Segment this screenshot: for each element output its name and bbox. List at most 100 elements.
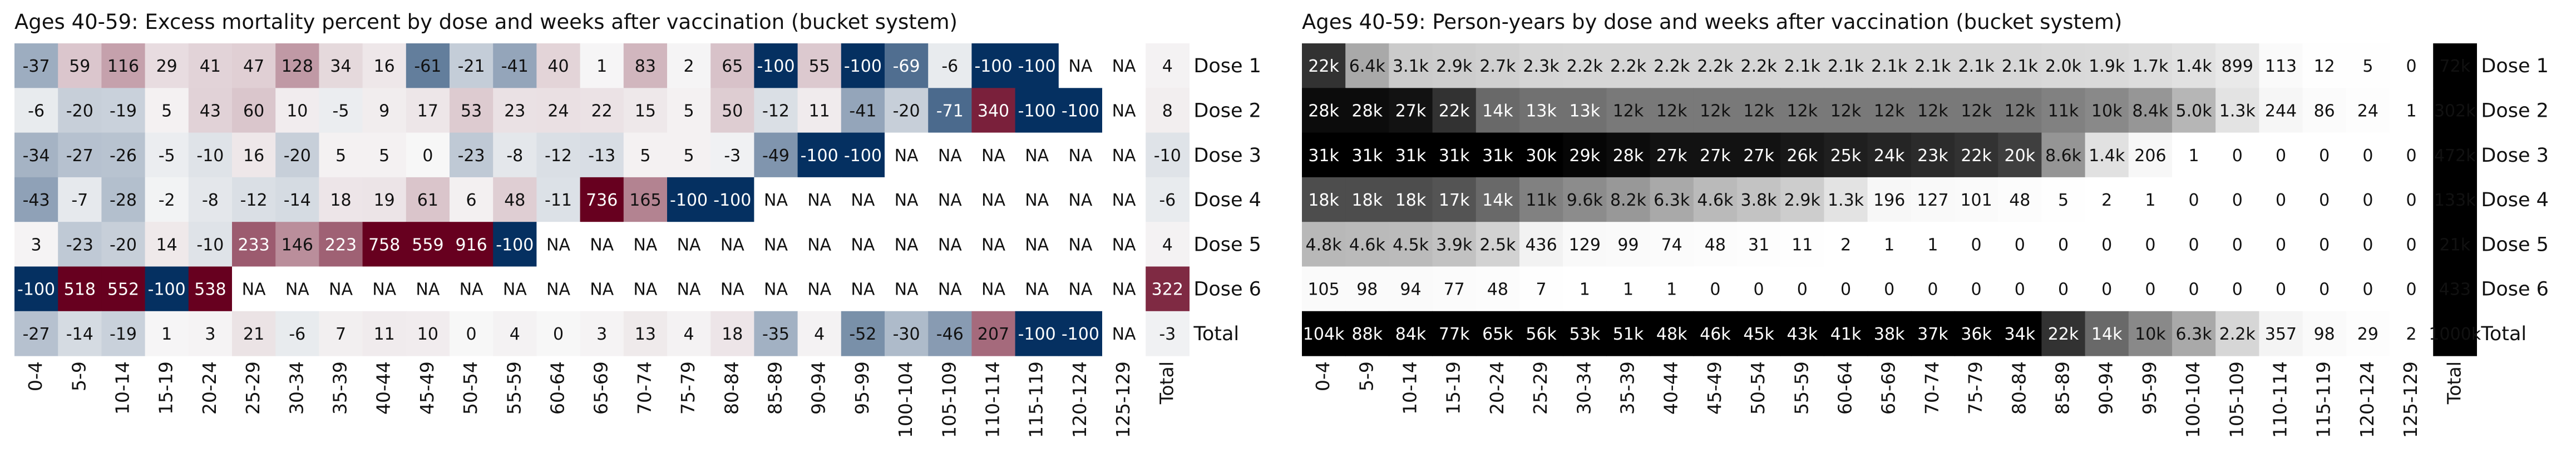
- heatmap-cell-label: NA: [329, 280, 353, 300]
- heatmap-cell: [362, 266, 407, 312]
- heatmap-cell: [885, 222, 929, 267]
- heatmap-cell-label: 3: [596, 325, 607, 344]
- heatmap-cell-label: NA: [981, 191, 1005, 210]
- heatmap-cell: [1102, 177, 1146, 222]
- column-label: Total: [1156, 361, 1177, 405]
- heatmap-cell: [58, 43, 102, 88]
- heatmap-cell: [1780, 43, 1824, 88]
- column-label: 25-29: [242, 361, 264, 415]
- heatmap-cell: [275, 222, 319, 267]
- heatmap-cell: [1955, 222, 1998, 267]
- heatmap-cell-label: -8: [202, 191, 219, 210]
- column-label: 115-119: [2313, 361, 2335, 438]
- heatmap-cell-label: -20: [110, 235, 137, 255]
- heatmap-cell-label: -100: [713, 191, 751, 210]
- heatmap-cell-label: NA: [1068, 280, 1092, 300]
- heatmap-cell: [1780, 222, 1824, 267]
- heatmap-cell: [145, 266, 189, 312]
- heatmap-cell: [2346, 88, 2390, 133]
- heatmap-cell-label: 83: [635, 57, 656, 76]
- heatmap-cell-label: NA: [981, 235, 1005, 255]
- heatmap-cell: [2433, 311, 2477, 356]
- heatmap-cell: [1058, 88, 1103, 133]
- heatmap-cell-label: 8: [1162, 101, 1173, 121]
- heatmap-cell: [362, 88, 407, 133]
- heatmap-cell: [971, 266, 1016, 312]
- heatmap-cell-label: 1: [2406, 101, 2417, 121]
- heatmap-cell-label: 6.3k: [1654, 191, 1690, 210]
- heatmap-cell: [841, 132, 885, 178]
- heatmap-cell: [623, 88, 668, 133]
- heatmap-cell-label: 98: [1356, 280, 1378, 300]
- heatmap-cell-label: -100: [148, 280, 186, 300]
- heatmap-cell: [1650, 43, 1694, 88]
- heatmap-cell-label: 10: [287, 101, 308, 121]
- heatmap-cell-label: -26: [110, 146, 137, 166]
- heatmap-cell-label: NA: [895, 191, 919, 210]
- heatmap-cell: [754, 177, 798, 222]
- column-label: 115-119: [1025, 361, 1047, 438]
- heatmap-cell: [450, 266, 494, 312]
- heatmap-cell-label: 2.2k: [2219, 325, 2256, 344]
- heatmap-cell-label: 302k: [2434, 101, 2476, 121]
- heatmap-cell-label: 12k: [2005, 101, 2036, 121]
- heatmap-cell-label: 16: [374, 57, 395, 76]
- heatmap-cell: [2390, 177, 2434, 222]
- heatmap-cell: [1693, 266, 1738, 312]
- heatmap-cell: [1475, 311, 1520, 356]
- heatmap-cell: [1563, 88, 1607, 133]
- heatmap-cell: [1102, 88, 1146, 133]
- heatmap-cell: [536, 311, 581, 356]
- heatmap-cell: [406, 177, 450, 222]
- heatmap-cell-label: -100: [1018, 101, 1056, 121]
- heatmap-cell-label: 99: [1617, 235, 1639, 255]
- heatmap-cell: [1606, 266, 1651, 312]
- heatmap-cell: [1302, 132, 1346, 178]
- heatmap-cell-label: 0: [1797, 280, 1808, 300]
- heatmap-cell: [2172, 311, 2216, 356]
- heatmap-cell: [971, 43, 1016, 88]
- heatmap-cell: [1015, 132, 1059, 178]
- heatmap-cell: [1345, 311, 1389, 356]
- heatmap-cell-label: -20: [893, 101, 920, 121]
- heatmap-cell-label: NA: [895, 280, 919, 300]
- heatmap-cell: [275, 177, 319, 222]
- heatmap-cell: [2215, 43, 2259, 88]
- heatmap-cell-label: 38k: [1874, 325, 1905, 344]
- heatmap-cell-label: NA: [1068, 235, 1092, 255]
- heatmap-cell: [1146, 222, 1190, 267]
- heatmap-cell: [232, 43, 276, 88]
- heatmap-cell: [1102, 311, 1146, 356]
- heatmap-cell: [1693, 88, 1738, 133]
- heatmap-cell-label: 3: [205, 325, 215, 344]
- heatmap-cell: [754, 266, 798, 312]
- heatmap-cell-label: 21: [243, 325, 264, 344]
- heatmap-cell: [14, 88, 58, 133]
- heatmap-cell-label: 0: [1710, 280, 1720, 300]
- heatmap-cell-label: -7: [71, 191, 88, 210]
- heatmap-cell-label: 24k: [1874, 146, 1905, 166]
- heatmap-cell-label: 77: [1444, 280, 1465, 300]
- heatmap-cell: [1519, 311, 1563, 356]
- heatmap-cell-label: 26k: [1787, 146, 1818, 166]
- heatmap-cell: [232, 311, 276, 356]
- heatmap-cell-label: NA: [1025, 191, 1049, 210]
- heatmap-cell-label: NA: [938, 146, 962, 166]
- heatmap-cell-label: 0: [2058, 280, 2069, 300]
- heatmap-cell-label: NA: [938, 191, 962, 210]
- heatmap-cell-label: 3.8k: [1741, 191, 1778, 210]
- heatmap-cell-label: 37k: [1917, 325, 1948, 344]
- heatmap-cell-label: 0: [2319, 235, 2330, 255]
- heatmap-cell: [101, 311, 146, 356]
- heatmap-cell: [885, 132, 929, 178]
- heatmap-cell-label: NA: [1112, 57, 1136, 76]
- heatmap-cell-label: 5: [379, 146, 389, 166]
- heatmap-cell-label: 5: [335, 146, 346, 166]
- heatmap-cell: [580, 222, 624, 267]
- heatmap-cell-label: 46k: [1700, 325, 1731, 344]
- heatmap-cell-label: 31: [1748, 235, 1769, 255]
- heatmap-cell-label: 0: [1971, 280, 1982, 300]
- heatmap-cell: [928, 177, 972, 222]
- heatmap-cell: [1146, 266, 1190, 312]
- heatmap-cell: [188, 266, 233, 312]
